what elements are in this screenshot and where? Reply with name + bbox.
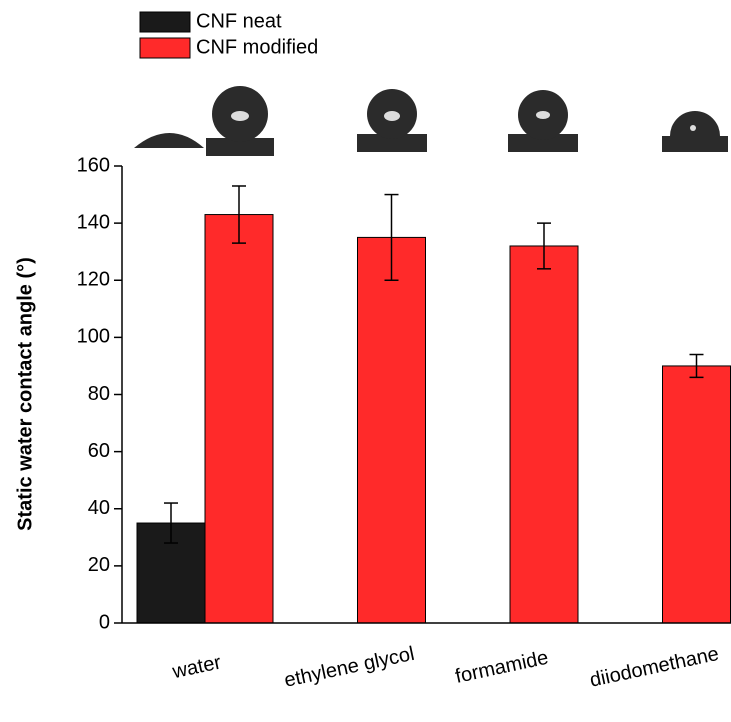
bar	[204, 214, 274, 624]
bar	[357, 236, 426, 624]
droplet-glare	[384, 111, 400, 121]
y-tick-label: 20	[88, 554, 110, 576]
droplet-images	[134, 86, 728, 156]
bar	[509, 245, 579, 624]
y-tick-label: 120	[77, 269, 110, 291]
droplet-base	[206, 138, 274, 156]
error-bar	[384, 193, 399, 281]
bar	[662, 365, 731, 624]
y-tick-label: 0	[99, 611, 110, 633]
x-tick-label: water	[170, 651, 224, 683]
droplet-base	[508, 134, 578, 152]
droplet-glare	[536, 111, 550, 119]
droplet	[670, 111, 720, 136]
droplet-base	[357, 134, 427, 152]
legend-label: CNF modified	[196, 36, 318, 58]
x-tick-label: diiodomethane	[588, 643, 721, 692]
error-bar	[537, 222, 551, 270]
y-axis-label: Static water contact angle (°)	[14, 257, 36, 531]
legend-swatch	[139, 11, 191, 33]
error-bar	[232, 185, 246, 244]
error-bar	[689, 353, 704, 379]
x-tick-label: formamide	[453, 647, 550, 688]
droplet-glare	[231, 111, 249, 121]
legend-label: CNF neat	[196, 10, 282, 32]
x-tick-label: ethylene glycol	[282, 643, 416, 692]
error-bar	[164, 502, 178, 544]
y-tick-label: 160	[77, 154, 110, 176]
y-tick-label: 140	[77, 211, 110, 233]
y-tick-label: 100	[77, 326, 110, 348]
droplet	[134, 133, 204, 148]
y-tick-label: 80	[88, 383, 110, 405]
droplet-glare	[690, 125, 696, 131]
y-tick-label: 40	[88, 497, 110, 519]
y-tick-label: 60	[88, 440, 110, 462]
legend-swatch	[139, 37, 191, 59]
droplet-base	[662, 136, 728, 152]
